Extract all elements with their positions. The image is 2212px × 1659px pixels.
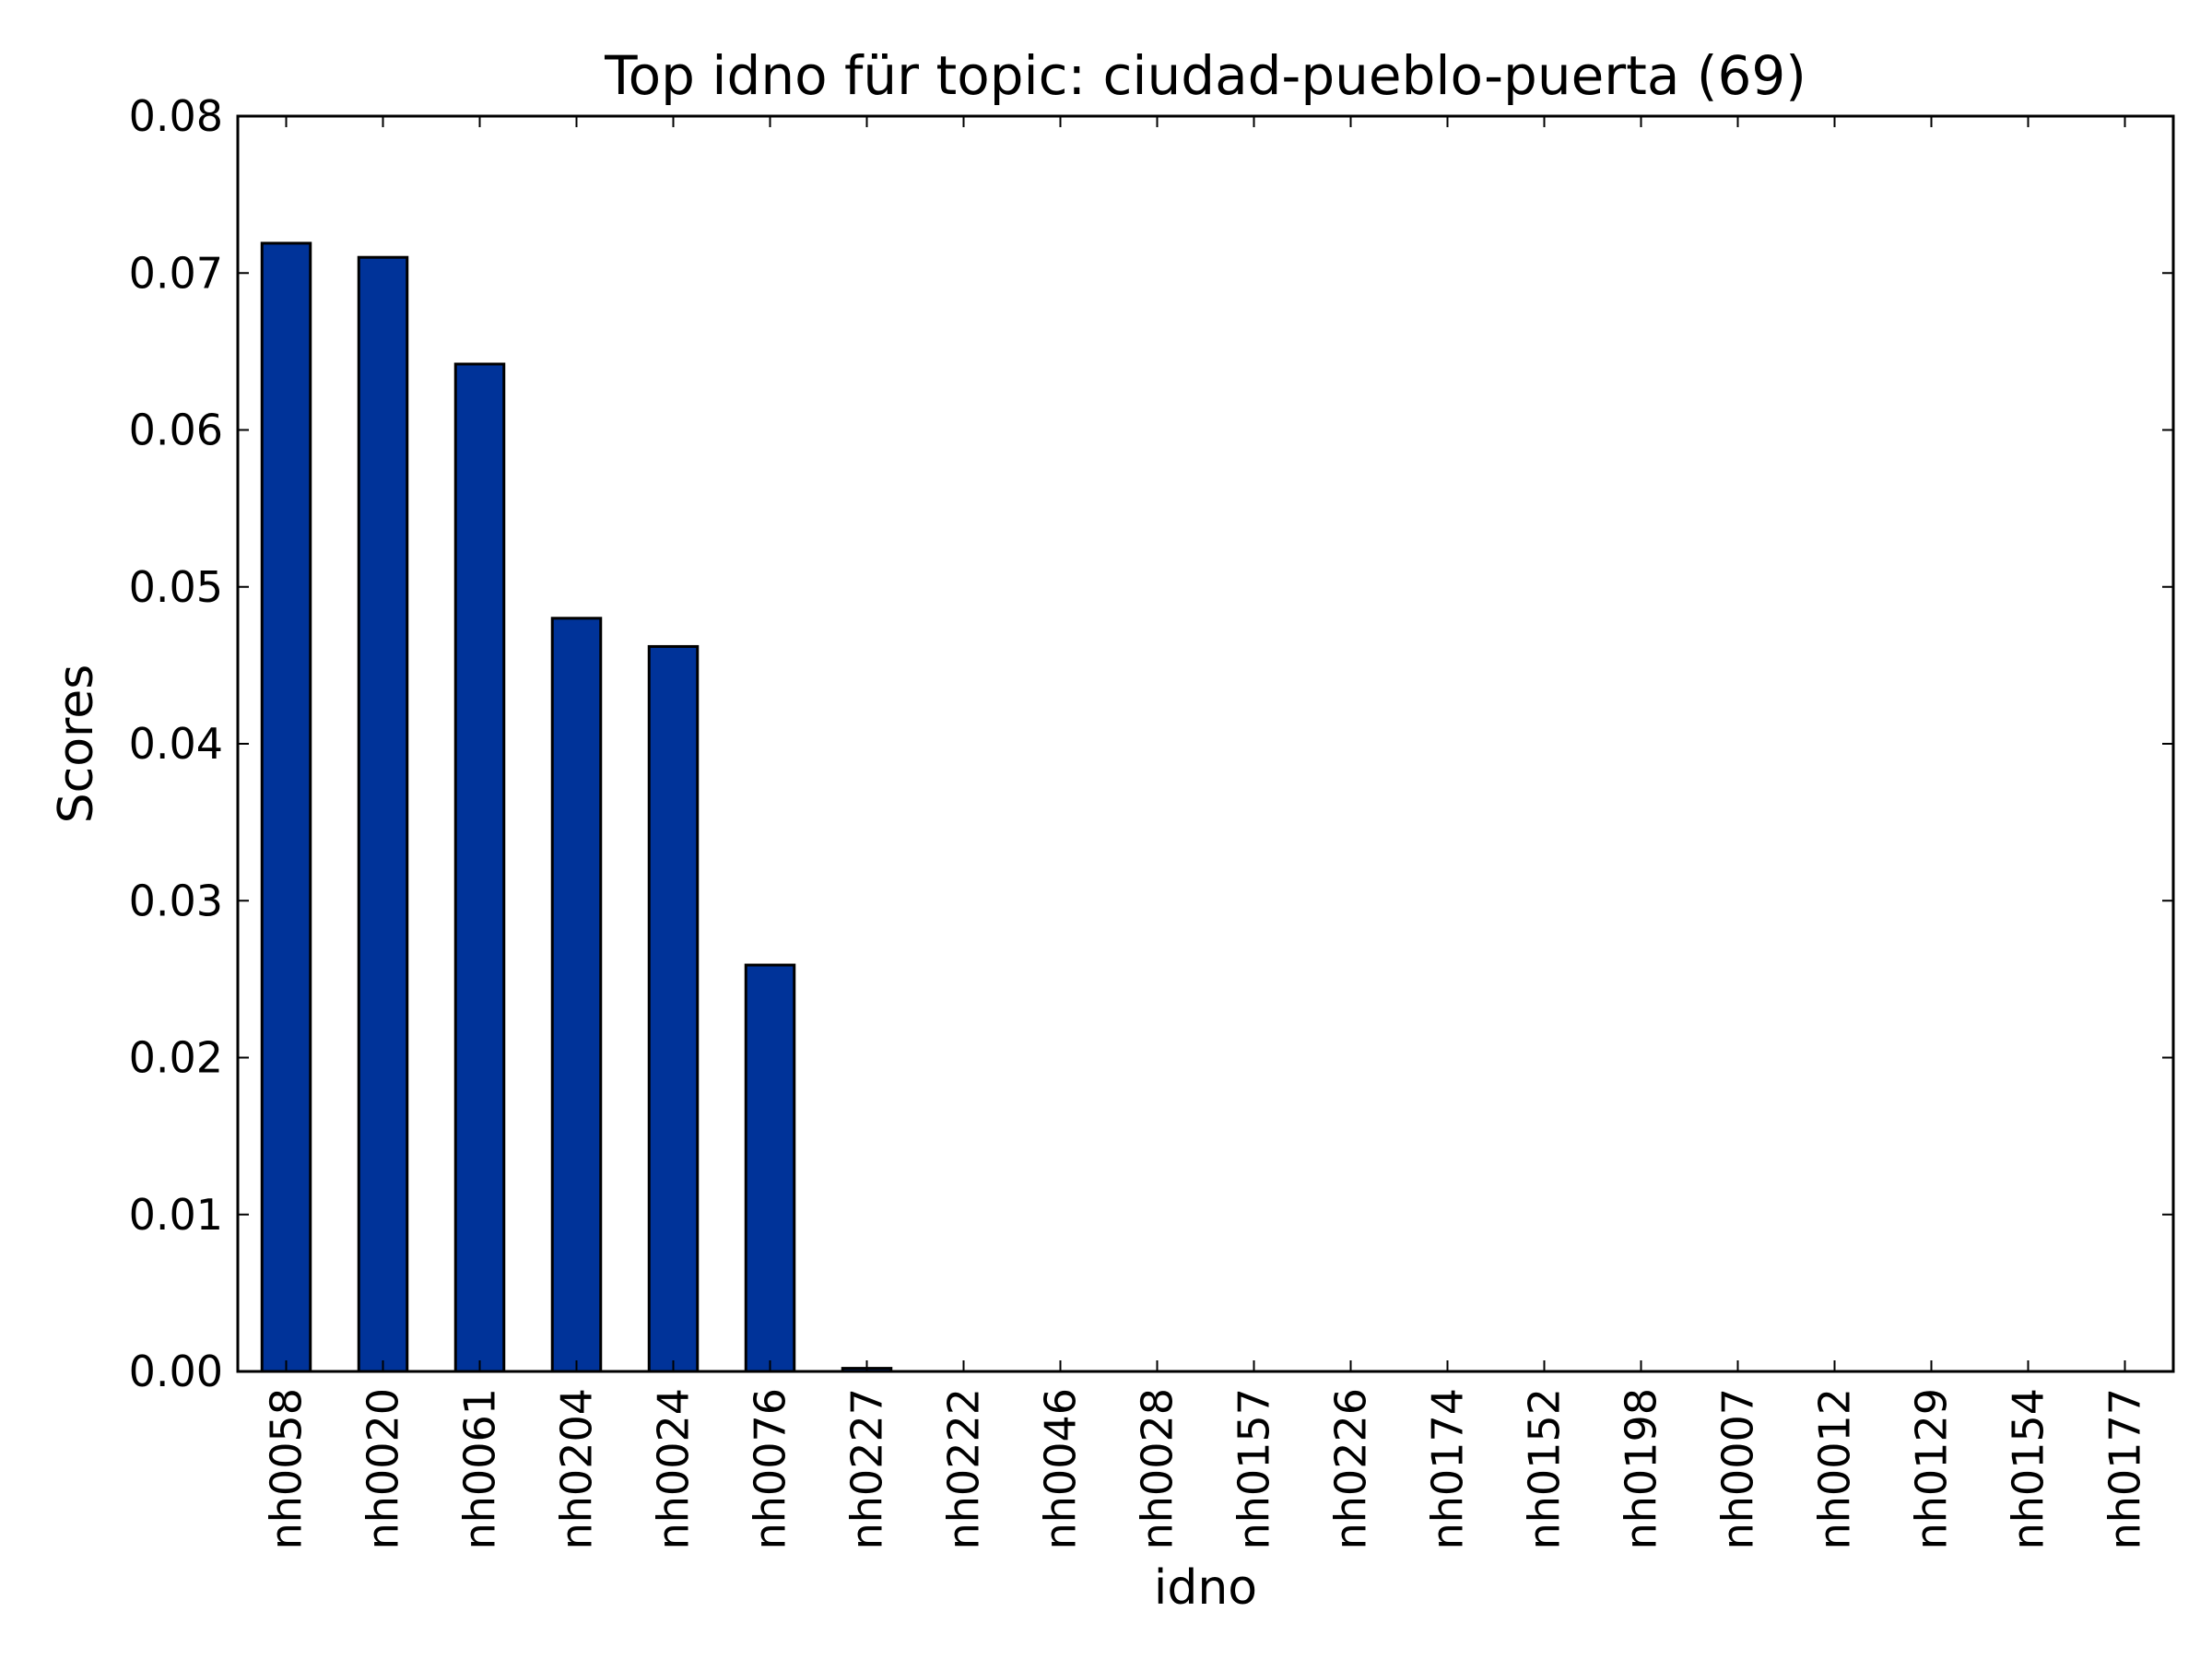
y-tick-label: 0.00: [129, 1347, 223, 1396]
y-tick-label: 0.08: [129, 91, 223, 141]
y-axis-title: Scores: [49, 665, 104, 824]
x-tick-label: nh0129: [1907, 1388, 1957, 1549]
x-tick-label: nh0174: [1423, 1388, 1473, 1549]
y-tick-label: 0.05: [129, 562, 223, 612]
x-tick-label: nh0058: [262, 1388, 312, 1549]
bar-group: [260, 241, 893, 1373]
plot-frame: [236, 114, 2175, 1373]
y-tick-label: 0.07: [129, 248, 223, 298]
x-tick-label: nh0024: [649, 1388, 699, 1549]
y-tick-label: 0.02: [129, 1033, 223, 1083]
bar-nh0024: [647, 644, 700, 1373]
x-tick-label: nh0061: [455, 1388, 505, 1549]
x-tick-label: nh0198: [1617, 1388, 1666, 1549]
x-tick-label: nh0076: [746, 1388, 795, 1549]
x-tick-label: nh0020: [359, 1388, 408, 1549]
bar-nh0061: [453, 362, 506, 1373]
tick-group: nh0058 nh0020 nh0061 nh0204 nh0024 nh0076 nh02…: [129, 91, 2173, 1549]
y-tick-label: 0.03: [129, 876, 223, 925]
x-tick-label: nh0028: [1133, 1388, 1182, 1549]
y-tick-label: 0.01: [129, 1190, 223, 1240]
x-tick-label: nh0012: [1810, 1388, 1860, 1549]
bar-nh0204: [550, 617, 603, 1373]
bar-nh0058: [260, 241, 312, 1373]
x-tick-label: nh0177: [2100, 1388, 2150, 1549]
x-tick-label: nh0157: [1230, 1388, 1279, 1549]
chart-title: Top idno für topic: ciudad-pueblo-puerta…: [604, 44, 1806, 107]
x-tick-label: nh0046: [1036, 1388, 1086, 1549]
x-tick-label: nh0154: [2004, 1388, 2053, 1549]
x-tick-label: nh0152: [1520, 1388, 1570, 1549]
y-tick-label: 0.04: [129, 719, 223, 769]
bar-nh0076: [744, 963, 796, 1373]
x-tick-label: nh0204: [552, 1388, 602, 1549]
x-tick-label: nh0226: [1326, 1388, 1376, 1549]
y-tick-label: 0.06: [129, 406, 223, 455]
x-tick-label: nh0007: [1713, 1388, 1763, 1549]
bar-nh0020: [357, 255, 409, 1373]
x-tick-label: nh0222: [939, 1388, 989, 1549]
x-axis-title: idno: [1154, 1560, 1257, 1616]
x-tick-label: nh0227: [842, 1388, 892, 1549]
